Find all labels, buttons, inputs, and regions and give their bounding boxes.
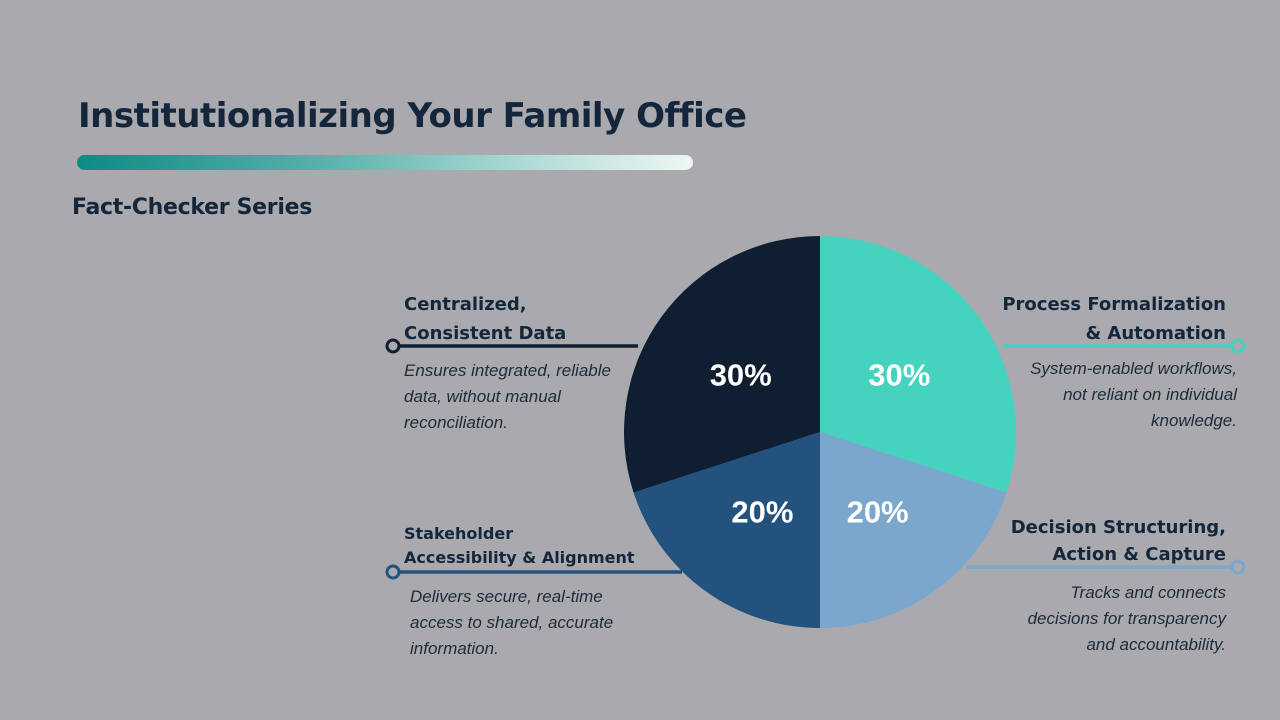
page-subtitle: Fact-Checker Series (72, 195, 312, 220)
pie-slice-value-centralized-data: 30% (710, 357, 772, 392)
connector-decision-capture-dot (1230, 559, 1246, 575)
callout-title-process-automation: Process Formalization & Automation (1002, 294, 1226, 344)
pie-slice-stakeholder-alignment (633, 432, 820, 628)
callout-desc-process-automation: System-enabled workflows, not reliant on… (1030, 359, 1237, 430)
callout-title-stakeholder-alignment: Stakeholder Accessibility & Alignment (404, 524, 635, 567)
pie-slice-value-stakeholder-alignment: 20% (731, 494, 793, 529)
pie-slice-value-decision-capture: 20% (847, 494, 909, 529)
pie-slices (624, 236, 1016, 628)
connector-stakeholder-alignment-dot (385, 564, 401, 580)
pie-slice-process-automation (820, 236, 1016, 493)
pie-slice-value-process-automation: 30% (868, 357, 930, 392)
pie-slice-decision-capture (820, 432, 1007, 628)
callout-desc-stakeholder-alignment: Delivers secure, real-time access to sha… (410, 587, 614, 658)
callout-title-decision-capture: Decision Structuring, Action & Capture (1010, 517, 1226, 565)
connector-centralized-data-dot (385, 338, 401, 354)
pie-slice-labels: 30% 20% 20% 30% (710, 357, 931, 529)
page-title: Institutionalizing Your Family Office (78, 96, 747, 136)
callout-title-centralized-data: Centralized, Consistent Data (404, 294, 567, 344)
callout-connectors (385, 338, 1246, 580)
callout-desc-centralized-data: Ensures integrated, reliable data, witho… (404, 361, 611, 432)
callout-desc-decision-capture: Tracks and connects decisions for transp… (1027, 583, 1226, 654)
pie-slice-centralized-data (624, 236, 820, 493)
title-underline-bar (77, 155, 693, 170)
connector-process-automation-dot (1230, 338, 1246, 354)
